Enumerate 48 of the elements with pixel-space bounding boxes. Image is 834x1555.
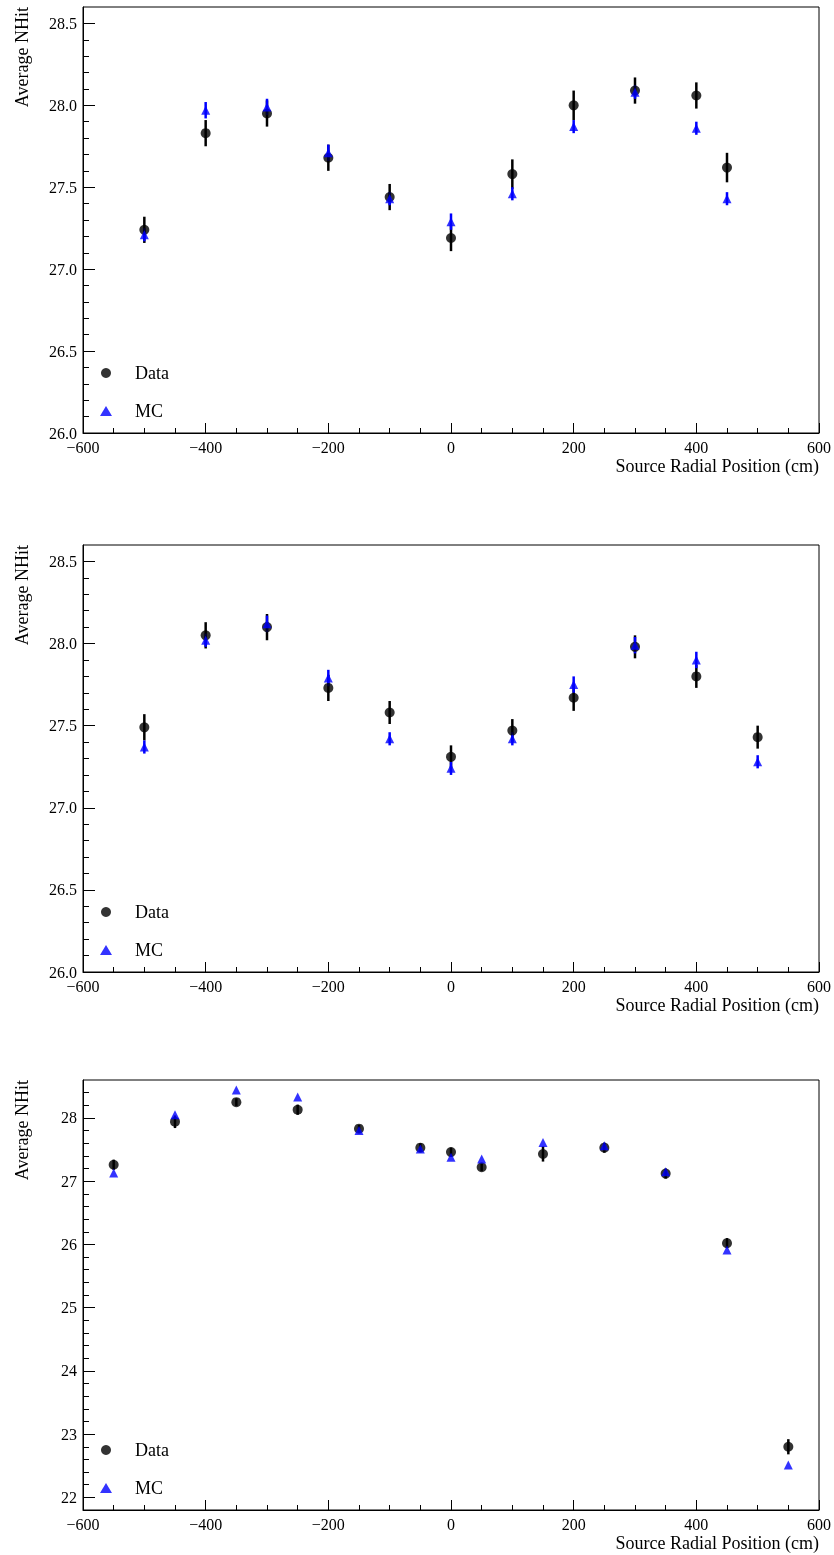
y-tick-label: 23 (61, 1425, 77, 1443)
y-axis-title: Average NHit (12, 7, 32, 108)
x-tick-label: 600 (807, 438, 831, 456)
x-tick-label: −400 (189, 1515, 223, 1533)
x-axis-title: Source Radial Position (cm) (615, 995, 819, 1016)
y-tick-label: 26.5 (49, 342, 77, 360)
y-tick-label: 24 (61, 1362, 77, 1380)
y-tick-label: 22 (61, 1488, 77, 1506)
x-tick-label: −600 (66, 1515, 100, 1533)
x-tick-label: −200 (311, 977, 345, 995)
y-axis-title: Average NHit (12, 1080, 32, 1181)
y-tick-label: 25 (61, 1299, 77, 1317)
y-tick-label: 28.5 (49, 552, 77, 570)
x-tick-label: −200 (311, 438, 345, 456)
y-tick-label: 26.5 (49, 881, 77, 899)
legend-label: Data (135, 363, 169, 383)
y-tick-label: 27.5 (49, 717, 77, 735)
y-tick-label: 28 (61, 1109, 77, 1127)
x-tick-label: 0 (447, 1515, 455, 1533)
legend-label: Data (135, 902, 169, 922)
y-tick-label: 26 (61, 1235, 77, 1253)
x-tick-label: 600 (807, 977, 831, 995)
y-axis-title: Average NHit (12, 545, 32, 646)
x-tick-label: −400 (189, 977, 223, 995)
y-tick-label: 27 (61, 1172, 77, 1190)
x-tick-label: 400 (684, 977, 709, 995)
x-tick-label: 400 (684, 438, 709, 456)
x-tick-label: 200 (561, 438, 586, 456)
x-tick-label: 0 (447, 438, 455, 456)
y-tick-label: 28.0 (49, 635, 77, 653)
y-tick-label: 28.5 (49, 14, 77, 32)
legend-label: MC (135, 1478, 164, 1498)
legend-label: MC (135, 401, 164, 421)
x-axis-title: Source Radial Position (cm) (615, 456, 819, 477)
x-tick-label: 600 (807, 1515, 831, 1533)
x-tick-label: 200 (561, 1515, 586, 1533)
y-tick-label: 27.0 (49, 260, 77, 278)
x-tick-label: −400 (189, 438, 223, 456)
y-tick-label: 27.5 (49, 178, 77, 196)
legend-label: MC (135, 940, 164, 960)
x-axis-title: Source Radial Position (cm) (615, 1533, 819, 1554)
legend-label: Data (135, 1440, 169, 1460)
x-tick-label: 0 (447, 977, 455, 995)
y-tick-label: 28.0 (49, 96, 77, 114)
x-tick-label: −200 (311, 1515, 345, 1533)
y-tick-label: 27.0 (49, 799, 77, 817)
x-tick-label: 400 (684, 1515, 709, 1533)
x-tick-label: 200 (561, 977, 586, 995)
